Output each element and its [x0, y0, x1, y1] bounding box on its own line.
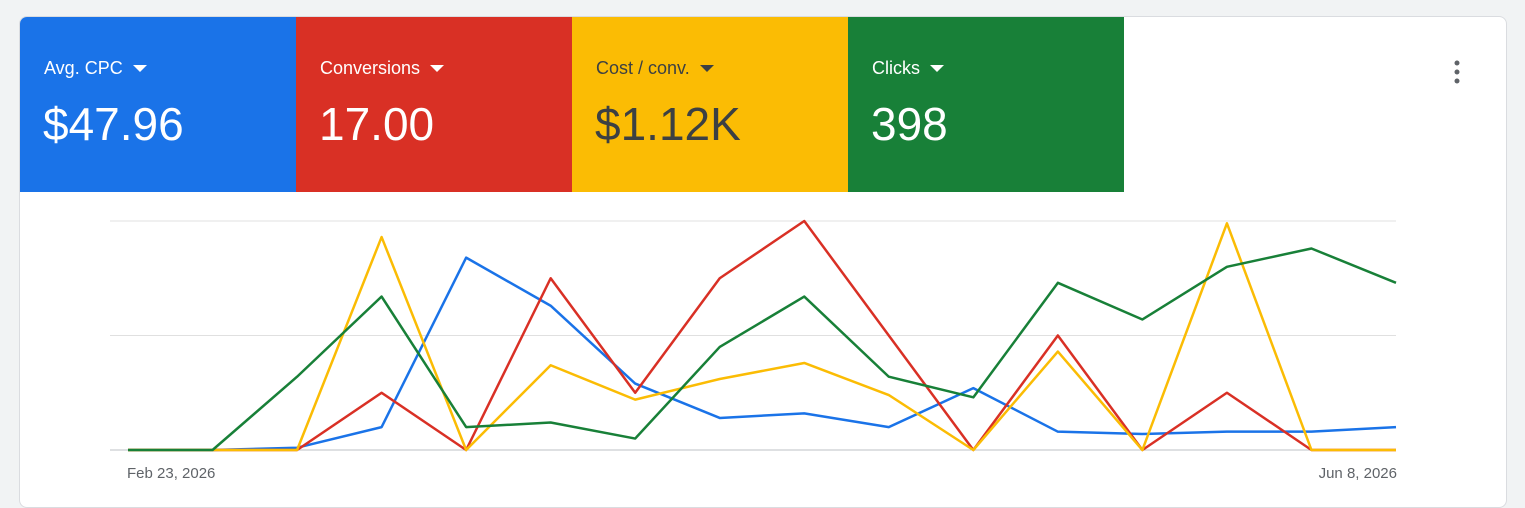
chart: Feb 23, 2026 Jun 8, 2026 — [110, 219, 1397, 482]
dropdown-arrow — [430, 64, 445, 72]
metric-tile[interactable]: Cost / conv. $1.12K — [572, 17, 848, 192]
metric-tile[interactable]: Clicks 398 — [848, 17, 1124, 192]
metric-name: Avg. CPC — [44, 58, 123, 78]
dropdown-arrow — [930, 64, 944, 72]
dropdown-arrow — [132, 64, 147, 72]
page: Avg. CPC $47.96 Conversions 17.00 Cost / con… — [19, 16, 1507, 508]
x-tick-label: Feb 23, 2026 — [127, 465, 215, 482]
metric-selector[interactable]: Cost / conv. — [596, 58, 714, 79]
performance-card: Avg. CPC $47.96 Conversions 17.00 Cost / con… — [19, 16, 1507, 508]
metric-tile[interactable]: Avg. CPC $47.96 — [20, 17, 296, 192]
x-tick-label: Jun 8, 2026 — [1319, 465, 1397, 482]
metric-value: 17.00 — [319, 98, 435, 150]
metric-name: Conversions — [320, 58, 421, 78]
metric-name: Cost / conv. — [596, 58, 690, 78]
metric-value: 398 — [871, 98, 948, 150]
series-line — [128, 219, 1396, 452]
metric-selector[interactable]: Clicks — [872, 58, 944, 79]
series-line — [128, 222, 1396, 452]
series-line — [128, 256, 1397, 452]
metric-tile[interactable]: Conversions 17.00 — [296, 17, 572, 192]
metric-name: Clicks — [872, 58, 920, 78]
more-menu[interactable] — [1452, 59, 1462, 85]
metric-selector[interactable]: Conversions — [320, 58, 445, 79]
dropdown-arrow — [699, 64, 714, 72]
metric-selector[interactable]: Avg. CPC — [44, 58, 147, 79]
metric-value: $1.12K — [595, 98, 741, 150]
metric-value: $47.96 — [43, 98, 184, 150]
series-line — [128, 247, 1397, 452]
